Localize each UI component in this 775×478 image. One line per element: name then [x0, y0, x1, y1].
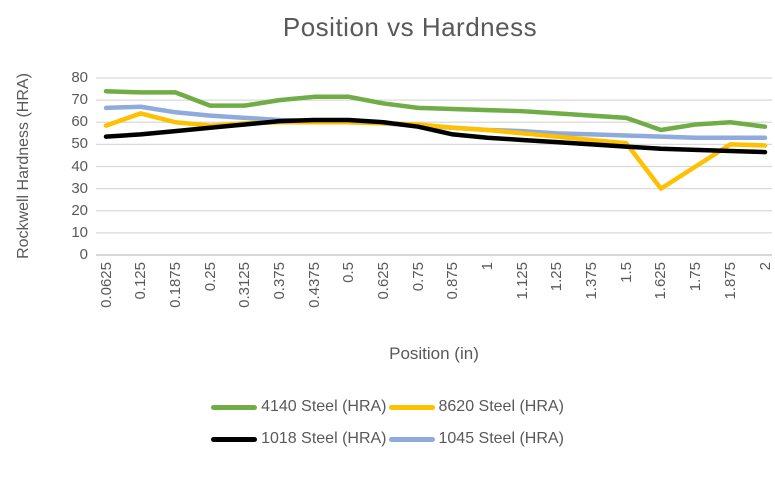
legend-row: 4140 Steel (HRA) 8620 Steel (HRA) — [211, 398, 564, 416]
x-axis-tick-label: 0.4375 — [305, 262, 323, 308]
chart-title: Position vs Hardness — [282, 12, 538, 42]
y-axis-tick-label: 80 — [71, 69, 88, 86]
y-axis-tick-label: 60 — [71, 113, 88, 131]
y-axis-title: Rockwell Hardness (HRA) — [15, 73, 32, 259]
legend-swatch — [211, 436, 258, 442]
y-axis-tick-label: 0 — [79, 246, 88, 263]
y-axis-tick-label: 20 — [71, 201, 88, 219]
y-axis-tick-label: 50 — [71, 135, 88, 153]
y-axis-tick-label: 10 — [71, 223, 88, 241]
legend: 4140 Steel (HRA) 8620 Steel (HRA) 1018 Ste… — [0, 398, 775, 448]
series-line-4140 — [103, 89, 768, 133]
x-axis-tick-label: 0.625 — [374, 262, 392, 300]
legend-item: 1018 Steel (HRA) — [211, 430, 387, 448]
legend-item: 1045 Steel (HRA) — [388, 430, 564, 448]
x-axis-tick-label: 1.875 — [721, 262, 739, 300]
legend-swatch — [388, 404, 435, 410]
x-axis-tick-label: 0.875 — [444, 262, 462, 300]
legend-label: 4140 Steel (HRA) — [261, 398, 387, 415]
legend-item: 4140 Steel (HRA) — [211, 398, 387, 416]
x-axis-tick-label: 0.1875 — [166, 262, 184, 308]
y-axis-tick-label: 70 — [71, 91, 88, 109]
x-axis-tick-label: 1.5 — [617, 262, 635, 283]
legend-item: 8620 Steel (HRA) — [388, 398, 564, 416]
x-axis-tick-label: 2 — [756, 262, 774, 271]
x-axis-tick-label: 0.5 — [340, 262, 358, 283]
x-axis-title: Position (in) — [389, 344, 479, 363]
x-axis-tick-label: 1 — [479, 262, 497, 271]
legend-label: 1045 Steel (HRA) — [438, 430, 564, 447]
x-axis-tick-label: 1.625 — [652, 262, 670, 300]
x-axis-tick-label: 0.375 — [270, 262, 288, 300]
legend-row: 1018 Steel (HRA) 1045 Steel (HRA) — [211, 430, 564, 448]
y-axis-tick-label: 40 — [71, 157, 88, 175]
legend-label: 8620 Steel (HRA) — [438, 398, 564, 415]
x-axis-tick-label: 0.25 — [201, 262, 219, 292]
legend-swatch — [211, 404, 258, 410]
x-axis-tick-label: 0.3125 — [236, 262, 254, 308]
series-line-1018 — [103, 117, 768, 155]
x-axis-tick-label: 1.25 — [548, 262, 566, 292]
x-axis-tick-label: 0.0625 — [97, 262, 115, 308]
y-axis-tick-label: 30 — [71, 179, 88, 197]
x-axis-tick-label: 0.75 — [409, 262, 427, 292]
x-axis-tick-label: 0.125 — [132, 262, 150, 300]
x-axis-tick-label: 1.375 — [583, 262, 601, 300]
x-axis-tick-label: 1.125 — [513, 262, 531, 300]
legend-label: 1018 Steel (HRA) — [261, 430, 387, 447]
legend-swatch — [388, 436, 435, 442]
x-axis-tick-label: 1.75 — [687, 262, 705, 292]
